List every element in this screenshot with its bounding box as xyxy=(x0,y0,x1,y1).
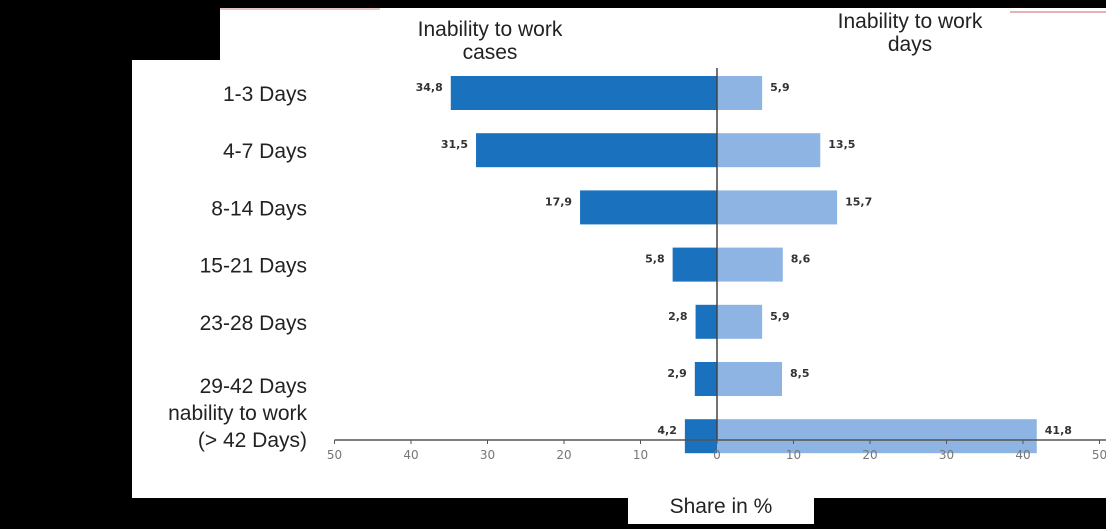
data-label-cases: 31,5 xyxy=(441,138,468,151)
x-tick-label: 10 xyxy=(633,448,648,462)
bar-cases xyxy=(672,247,717,282)
x-tick-label: 30 xyxy=(480,448,495,462)
category-label: (> 42 Days) xyxy=(198,429,307,452)
bar-cases xyxy=(580,190,717,225)
data-label-cases: 2,8 xyxy=(668,310,688,323)
data-label-days: 8,5 xyxy=(790,367,810,380)
x-tick-label: 40 xyxy=(403,448,418,462)
x-tick-label: 50 xyxy=(1092,448,1106,462)
bar-days xyxy=(717,190,838,225)
category-label: 4-7 Days xyxy=(223,140,307,163)
bar-cases xyxy=(684,419,717,454)
bar-days xyxy=(717,133,821,168)
data-label-cases: 34,8 xyxy=(416,81,443,94)
category-label: 23-28 Days xyxy=(200,312,307,335)
bar-days xyxy=(717,304,763,339)
data-label-days: 15,7 xyxy=(845,195,872,208)
bar-days xyxy=(717,362,783,396)
x-tick-label: 20 xyxy=(862,448,877,462)
series-title-line: Inability to work xyxy=(417,18,563,41)
x-tick-label: 20 xyxy=(556,448,571,462)
data-label-days: 41,8 xyxy=(1045,424,1072,437)
data-label-days: 8,6 xyxy=(791,253,811,266)
x-axis-label: Share in % xyxy=(628,490,814,524)
series-title-days: Inability to work days xyxy=(815,10,1005,56)
series-title-line: days xyxy=(887,33,933,56)
category-label: 15-21 Days xyxy=(200,255,307,278)
bar-days xyxy=(717,76,763,110)
bar-cases xyxy=(450,76,717,110)
data-label-cases: 2,9 xyxy=(667,367,687,380)
bar-days xyxy=(717,247,783,282)
x-tick-label: 50 xyxy=(327,448,342,462)
bar-days xyxy=(717,419,1037,454)
category-label: nability to work xyxy=(168,402,307,425)
data-label-cases: 4,2 xyxy=(657,424,677,437)
category-label: 29-42 Days xyxy=(200,375,307,398)
bar-cases xyxy=(695,304,717,339)
data-label-cases: 5,8 xyxy=(645,253,665,266)
data-label-days: 13,5 xyxy=(828,138,855,151)
category-label: 8-14 Days xyxy=(211,197,307,220)
series-title-line: Inability to work xyxy=(837,10,983,33)
series-title-line: cases xyxy=(462,41,518,64)
bar-cases xyxy=(476,133,717,168)
bar-cases xyxy=(694,362,717,396)
x-tick-label: 10 xyxy=(786,448,801,462)
x-tick-label: 40 xyxy=(1015,448,1030,462)
series-title-cases: Inability to work cases xyxy=(395,18,585,64)
data-label-days: 5,9 xyxy=(770,310,790,323)
data-label-cases: 17,9 xyxy=(545,195,572,208)
category-label: 1-3 Days xyxy=(223,83,307,106)
title-background xyxy=(220,8,1106,68)
x-tick-label: 0 xyxy=(713,448,721,462)
x-tick-label: 30 xyxy=(939,448,954,462)
data-label-days: 5,9 xyxy=(770,81,790,94)
